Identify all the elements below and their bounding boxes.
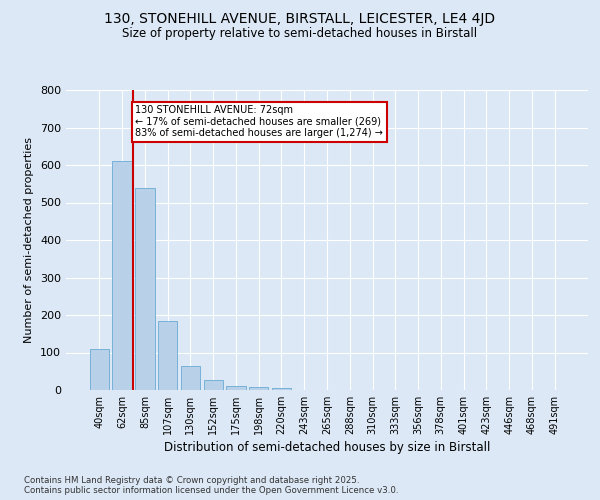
Bar (158, 320, 178, 390)
Text: 130 STONEHILL AVENUE: 72sqm
← 17% of semi-detached houses are smaller (269)
83% : 130 STONEHILL AVENUE: 72sqm ← 17% of sem… (136, 105, 383, 138)
Bar (181, 366, 200, 390)
Text: Contains HM Land Registry data © Crown copyright and database right 2025.
Contai: Contains HM Land Registry data © Crown c… (24, 476, 398, 495)
Bar (203, 380, 223, 390)
Text: 130, STONEHILL AVENUE, BIRSTALL, LEICESTER, LE4 4JD: 130, STONEHILL AVENUE, BIRSTALL, LEICEST… (104, 12, 496, 26)
Bar (272, 388, 291, 390)
X-axis label: Distribution of semi-detached houses by size in Birstall: Distribution of semi-detached houses by … (164, 441, 490, 454)
Y-axis label: Number of semi-detached properties: Number of semi-detached properties (25, 137, 34, 343)
Bar (90, 349, 109, 390)
Text: Size of property relative to semi-detached houses in Birstall: Size of property relative to semi-detach… (122, 28, 478, 40)
Bar (226, 386, 245, 390)
Bar (135, 188, 155, 390)
Bar (112, 161, 132, 390)
Bar (249, 387, 268, 390)
